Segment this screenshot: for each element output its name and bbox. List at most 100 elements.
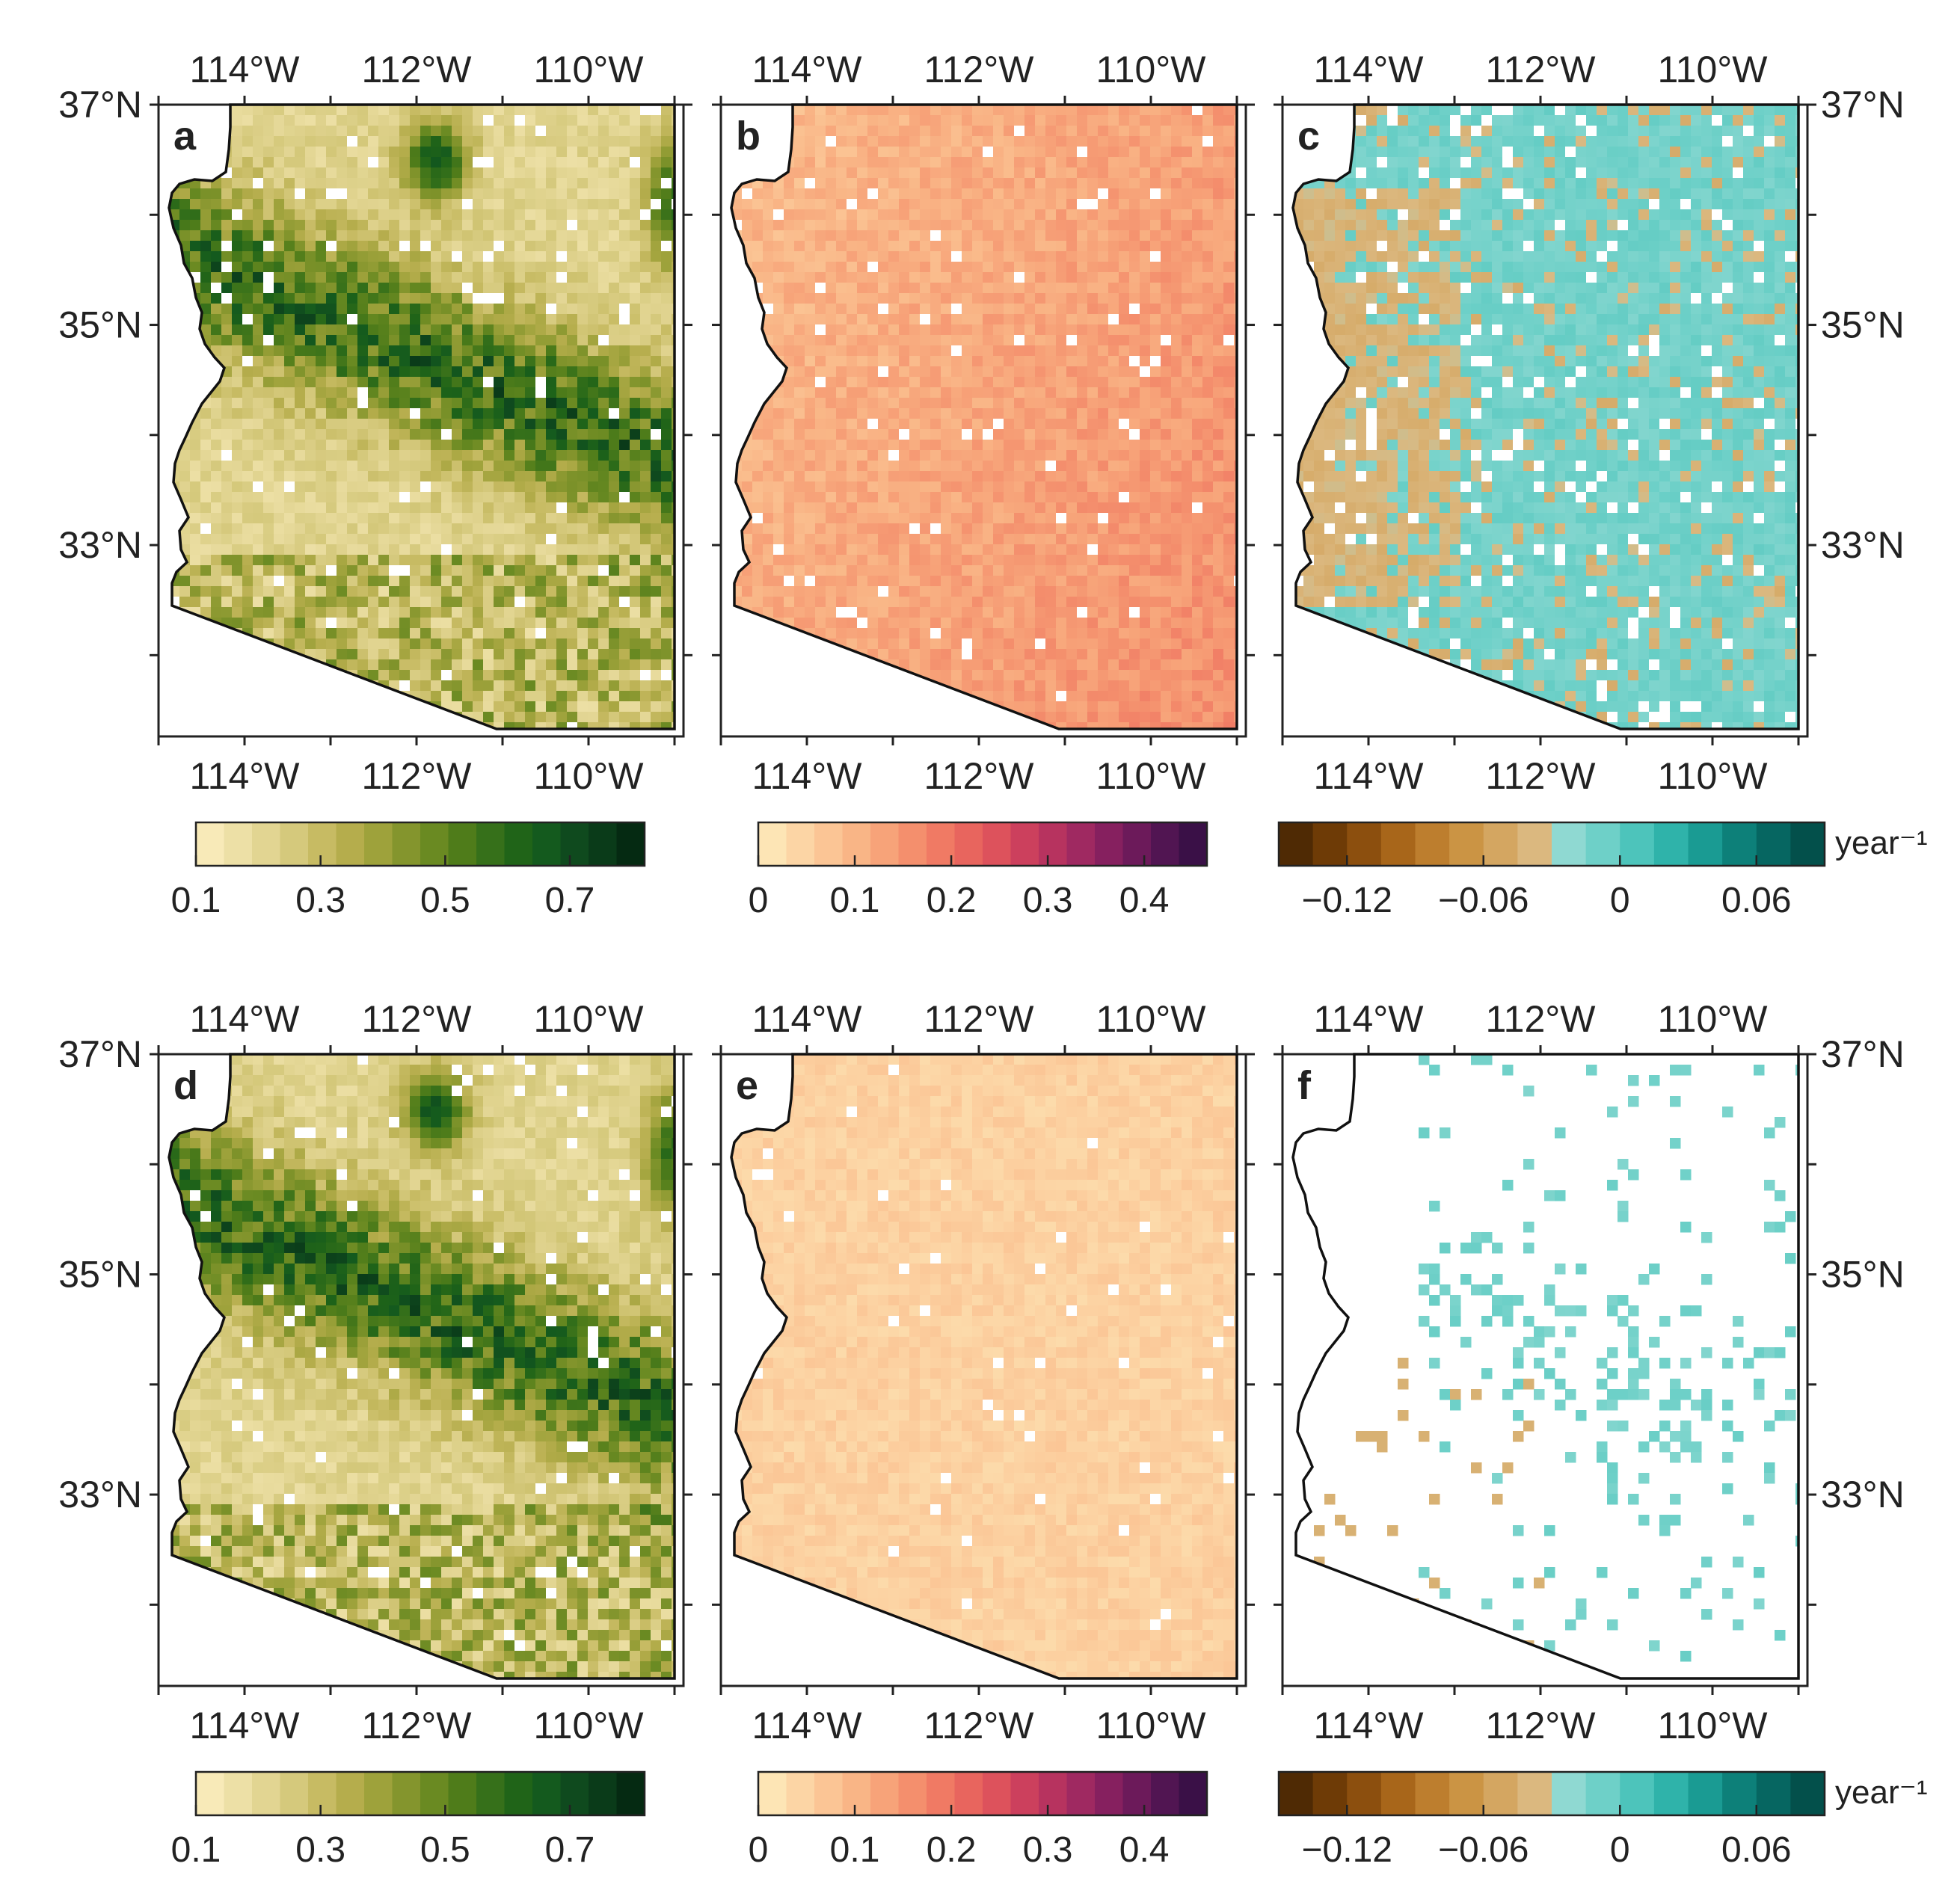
map-pixel <box>431 147 442 158</box>
map-pixel <box>1161 387 1172 398</box>
map-pixel <box>609 262 620 273</box>
map-pixel <box>619 199 630 210</box>
map-pixel <box>1119 230 1130 241</box>
map-pixel <box>494 419 505 430</box>
map-pixel <box>494 335 505 346</box>
map-pixel <box>378 712 390 723</box>
map-pixel <box>1150 419 1161 430</box>
map-pixel <box>420 178 431 189</box>
map-pixel <box>504 335 515 346</box>
map-pixel <box>731 398 732 409</box>
map-pixel <box>1056 419 1067 430</box>
map-pixel <box>609 251 620 262</box>
map-pixel <box>483 555 494 566</box>
map-pixel <box>1150 387 1161 398</box>
map-pixel <box>826 283 837 294</box>
map-pixel <box>826 147 837 158</box>
map-pixel <box>1171 356 1182 367</box>
map-pixel <box>888 408 900 419</box>
map-pixel <box>232 722 243 729</box>
map-pixel <box>535 680 547 692</box>
map-pixel <box>242 534 254 545</box>
map-pixel <box>242 335 254 346</box>
map-pixel <box>962 481 973 493</box>
map-pixel <box>640 188 651 200</box>
map-pixel <box>588 712 599 723</box>
map-pixel <box>1108 157 1119 168</box>
map-pixel <box>609 523 620 535</box>
map-pixel <box>483 691 494 702</box>
map-pixel <box>535 262 547 273</box>
map-pixel <box>815 398 826 409</box>
map-pixel <box>462 565 473 576</box>
map-pixel <box>731 209 732 221</box>
map-pixel <box>598 680 609 692</box>
map-pixel <box>326 136 337 147</box>
map-pixel <box>399 513 411 524</box>
map-pixel <box>731 314 743 325</box>
map-pixel <box>525 167 536 179</box>
map-pixel <box>1171 167 1182 179</box>
map-pixel <box>1202 324 1214 336</box>
map-pixel <box>420 523 431 535</box>
map-pixel <box>284 502 295 514</box>
map-pixel <box>1171 241 1182 252</box>
map-pixel <box>535 701 547 713</box>
map-pixel <box>784 502 795 514</box>
map-pixel <box>483 251 494 262</box>
map-pixel <box>1140 461 1151 472</box>
map-pixel <box>1213 167 1224 179</box>
map-pixel <box>763 429 774 440</box>
map-pixel <box>504 377 515 388</box>
map-pixel <box>200 544 212 555</box>
map-pixel <box>672 586 675 597</box>
map-pixel <box>284 283 295 294</box>
map-pixel <box>951 398 962 409</box>
map-pixel <box>993 115 1004 126</box>
map-pixel <box>263 188 274 200</box>
colorbar-a: 0.1 0.3 0.5 0.7 <box>171 821 646 920</box>
map-pixel <box>1182 492 1193 503</box>
map-pixel <box>504 356 515 367</box>
map-pixel <box>983 136 994 147</box>
map-pixel <box>274 115 285 126</box>
map-pixel <box>567 356 578 367</box>
map-pixel <box>867 157 879 168</box>
map-pixel <box>263 262 274 273</box>
map-pixel <box>326 314 337 325</box>
map-pixel <box>347 597 358 608</box>
map-pixel <box>909 262 921 273</box>
map-pixel <box>242 209 254 221</box>
map-pixel <box>1223 461 1235 472</box>
map-pixel <box>1192 345 1203 357</box>
map-pixel <box>598 398 609 409</box>
map-pixel <box>232 638 243 650</box>
map-pixel <box>441 492 452 503</box>
map-pixel <box>609 115 620 126</box>
map-pixel <box>773 314 784 325</box>
map-pixel <box>826 272 837 283</box>
map-pixel <box>598 712 609 723</box>
map-pixel <box>930 157 941 168</box>
map-pixel <box>242 659 254 671</box>
map-pixel <box>1045 324 1057 336</box>
map-pixel <box>420 199 431 210</box>
map-pixel <box>420 544 431 555</box>
map-pixel <box>211 262 222 273</box>
map-pixel <box>504 638 515 650</box>
map-pixel <box>857 429 868 440</box>
map-pixel <box>556 105 568 116</box>
map-pixel <box>169 638 170 650</box>
map-pixel <box>640 576 651 587</box>
map-pixel <box>1192 136 1203 147</box>
map-pixel <box>619 314 630 325</box>
map-pixel <box>836 209 847 221</box>
map-pixel <box>1077 440 1088 451</box>
map-pixel <box>284 115 295 126</box>
map-pixel <box>867 147 879 158</box>
map-pixel <box>169 178 170 189</box>
map-pixel <box>815 157 826 168</box>
map-pixel <box>1150 345 1161 357</box>
map-pixel <box>169 408 170 419</box>
map-pixel <box>752 440 764 451</box>
